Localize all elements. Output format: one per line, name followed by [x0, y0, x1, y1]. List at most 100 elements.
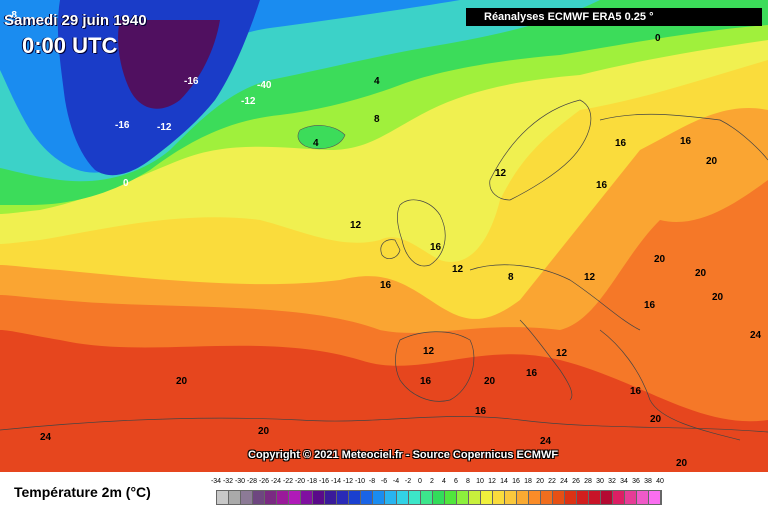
- legend-swatch: [481, 491, 493, 504]
- map-time: 0:00 UTC: [22, 33, 118, 58]
- legend-swatch: [493, 491, 505, 504]
- contour-label: 16: [430, 242, 442, 253]
- contour-label: -12: [157, 122, 172, 133]
- legend-tick: -16: [318, 478, 330, 485]
- legend-swatch: [241, 491, 253, 504]
- legend-tick: 34: [620, 478, 628, 485]
- legend-tick: 18: [524, 478, 532, 485]
- legend-tick: 20: [536, 478, 544, 485]
- legend-tick: 24: [560, 478, 568, 485]
- contour-label: 16: [615, 138, 627, 149]
- legend-swatch: [301, 491, 313, 504]
- legend-swatch: [349, 491, 361, 504]
- legend-tick: 40: [656, 478, 664, 485]
- legend-swatch: [361, 491, 373, 504]
- legend-tick: -14: [330, 478, 342, 485]
- contour-label: 24: [750, 330, 762, 341]
- contour-label: 16: [380, 280, 392, 291]
- contour-label: -16: [184, 76, 199, 87]
- iceland: [297, 125, 346, 149]
- legend-tick: 32: [608, 478, 616, 485]
- legend-tick: 38: [644, 478, 652, 485]
- legend-tick: 26: [572, 478, 580, 485]
- contour-label: -40: [257, 80, 272, 91]
- contour-label: 24: [40, 432, 52, 443]
- temperature-map: 0 -8 -16 -12 -40 -16 -12 0 4 8 4 12 16 1…: [0, 0, 768, 472]
- contour-label: 0: [123, 178, 129, 189]
- legend-swatch: [517, 491, 529, 504]
- temperature-field: 0 -8 -16 -12 -40 -16 -12 0 4 8 4 12 16 1…: [0, 0, 768, 472]
- legend-tick: 28: [584, 478, 592, 485]
- legend-swatch: [313, 491, 325, 504]
- contour-label: 8: [374, 114, 380, 125]
- source-label: Réanalyses ECMWF ERA5 0.25 °: [466, 8, 762, 26]
- contour-label: 24: [540, 436, 552, 447]
- legend-tick: 0: [418, 478, 422, 485]
- contour-label: 20: [654, 254, 666, 265]
- legend-swatch: [409, 491, 421, 504]
- legend-tick: -20: [294, 478, 306, 485]
- legend-tick: 16: [512, 478, 520, 485]
- legend-swatch: [613, 491, 625, 504]
- contour-label: 12: [452, 264, 464, 275]
- legend-tick: -32: [222, 478, 234, 485]
- legend-tick: -8: [368, 478, 376, 485]
- legend-tick: 10: [476, 478, 484, 485]
- contour-label: -8: [8, 10, 17, 21]
- contour-labels: 0 -8 -16 -12 -40 -16 -12 0 4 8 4 12 16 1…: [8, 10, 762, 469]
- legend-tick: 6: [454, 478, 458, 485]
- map-date: Samedi 29 juin 1940: [4, 12, 147, 29]
- contour-label: 20: [712, 292, 724, 303]
- contour-label: 16: [596, 180, 608, 191]
- legend-swatch: [601, 491, 613, 504]
- legend-tick: -6: [380, 478, 388, 485]
- greenland-deep-cold: [118, 20, 220, 109]
- contour-label: 20: [484, 376, 496, 387]
- legend-tick: 14: [500, 478, 508, 485]
- contour-label: 8: [508, 272, 514, 283]
- legend-tick: 22: [548, 478, 556, 485]
- contour-label: 16: [526, 368, 538, 379]
- legend-swatch: [625, 491, 637, 504]
- contour-label: 20: [258, 426, 270, 437]
- legend-swatch: [217, 491, 229, 504]
- legend-swatch: [265, 491, 277, 504]
- legend-swatch: [325, 491, 337, 504]
- legend-title: Température 2m (°C): [14, 484, 151, 500]
- legend-swatch: [637, 491, 649, 504]
- legend-tick: 30: [596, 478, 604, 485]
- legend-swatch: [289, 491, 301, 504]
- contour-label: 20: [650, 414, 662, 425]
- legend-swatch: [445, 491, 457, 504]
- contour-label: 0: [655, 33, 661, 44]
- legend-swatch: [589, 491, 601, 504]
- legend-tick: -30: [234, 478, 246, 485]
- contour-label: 16: [420, 376, 432, 387]
- contour-label: 12: [556, 348, 568, 359]
- legend-tick: -24: [270, 478, 282, 485]
- legend-swatch: [277, 491, 289, 504]
- legend-tick: -34: [210, 478, 222, 485]
- contour-label: 16: [475, 406, 487, 417]
- legend-tick: 36: [632, 478, 640, 485]
- contour-label: 20: [706, 156, 718, 167]
- color-scale: [216, 490, 662, 505]
- contour-label: 4: [313, 138, 319, 149]
- contour-label: 16: [644, 300, 656, 311]
- legend-swatch: [541, 491, 553, 504]
- contour-label: 16: [680, 136, 692, 147]
- contour-label: 20: [176, 376, 188, 387]
- legend-swatch: [421, 491, 433, 504]
- legend-tick: -4: [392, 478, 400, 485]
- contour-label: 12: [584, 272, 596, 283]
- legend-tick: 8: [466, 478, 470, 485]
- legend-tick: -2: [404, 478, 412, 485]
- legend-tick: -22: [282, 478, 294, 485]
- legend-swatch: [373, 491, 385, 504]
- legend-swatch: [253, 491, 265, 504]
- legend-swatch: [397, 491, 409, 504]
- legend-swatch: [577, 491, 589, 504]
- legend-swatch: [337, 491, 349, 504]
- contour-label: 20: [676, 458, 688, 469]
- legend-swatch: [433, 491, 445, 504]
